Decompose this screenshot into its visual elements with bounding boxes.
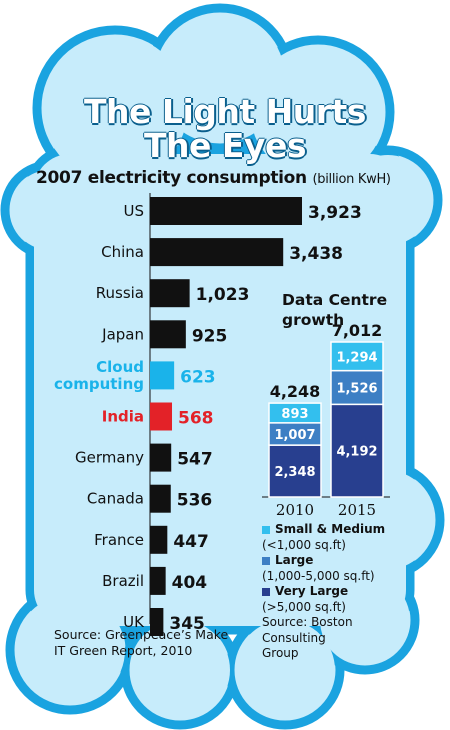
- legend-label-very-large: Very Large: [275, 584, 349, 598]
- data-centre-title-line-2: growth: [282, 311, 345, 329]
- legend-label-small-medium: Small & Medium: [275, 522, 386, 536]
- legend-label-large: Large: [275, 553, 314, 567]
- legend-detail-very-large: (>5,000 sq.ft): [262, 599, 346, 614]
- source-note-line-1: Source: Greenpeace’s Make: [54, 627, 229, 642]
- source-right-line-2: Consulting: [262, 630, 326, 645]
- source-note-line-2: IT Green Report, 2010: [54, 643, 193, 658]
- legend-item-very-large: Very Large: [262, 584, 385, 600]
- source-right-line-1: Source: Boston: [262, 615, 353, 629]
- legend-swatch-large: [262, 556, 270, 565]
- legend-swatch-very-large: [262, 587, 270, 596]
- legend-swatch-small-medium: [262, 525, 270, 534]
- data-centre-title-line-1: Data Centre: [282, 291, 388, 309]
- chart-title-line-1: The Light Hurts: [84, 92, 366, 131]
- source-right-line-3: Group: [262, 646, 299, 660]
- chart-subtitle: 2007 electricity consumption (billion Kw…: [36, 168, 391, 188]
- subtitle-text: 2007 electricity consumption: [36, 168, 307, 188]
- unit-label: (billion KwH): [312, 172, 392, 187]
- legend-detail-large: (1,000-5,000 sq.ft): [262, 568, 375, 583]
- legend-detail-small-medium: (<1,000 sq.ft): [262, 537, 346, 552]
- source-note: Source: Greenpeace’s Make IT Green Repor…: [54, 627, 228, 659]
- legend-item-large: Large: [262, 553, 385, 569]
- legend-item-small-medium: Small & Medium: [262, 522, 385, 538]
- chart-title-line-2: The Eyes: [144, 126, 306, 165]
- data-centre-title: Data Centre growth: [282, 290, 387, 330]
- legend: Small & Medium (<1,000 sq.ft) Large (1,0…: [262, 522, 385, 662]
